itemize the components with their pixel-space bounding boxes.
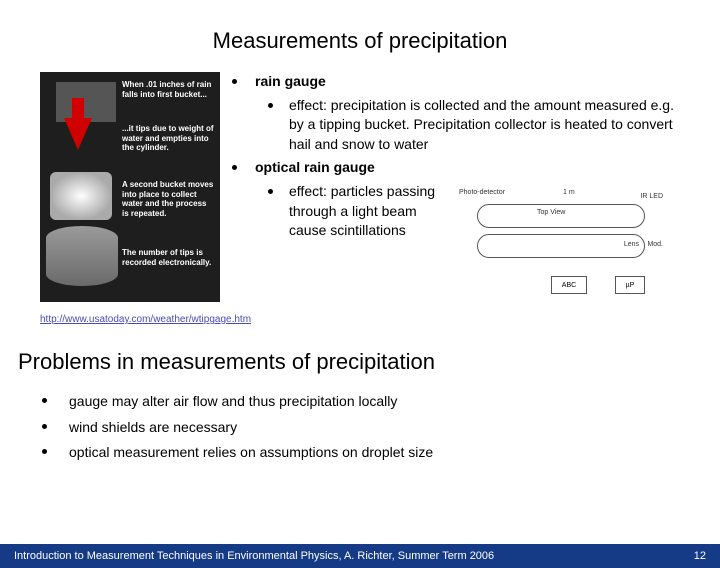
main-bullet-list: rain gauge effect: precipitation is coll… [232,72,690,302]
gauge-caption-2: ...it tips due to weight of water and em… [122,124,214,153]
problem-item-2: wind shields are necessary [42,417,720,439]
source-link[interactable]: http://www.usatoday.com/weather/wtipgage… [40,314,720,325]
bullet-icon [232,79,237,84]
list-item-optical: optical rain gauge [232,158,690,178]
rain-gauge-figure: When .01 inches of rain falls into first… [40,72,220,302]
page-number: 12 [694,550,706,562]
diagram-label-topview: Top View [537,208,565,218]
gauge-caption-1: When .01 inches of rain falls into first… [122,80,214,99]
top-content-row: When .01 inches of rain falls into first… [0,72,720,302]
diagram-label-lens: Lens [624,240,639,250]
diagram-label-irled: IR LED [640,192,663,202]
problem-text-2: wind shields are necessary [69,417,237,439]
problem-text-1: gauge may alter air flow and thus precip… [69,391,397,413]
problem-text-3: optical measurement relies on assumption… [69,442,433,464]
optical-gauge-label: optical rain gauge [255,159,375,175]
list-sub-optical: effect: particles passing through a ligh… [268,182,443,241]
bullet-icon [42,449,47,454]
gauge-bucket-shape [50,172,112,220]
optical-effect-text: effect: particles passing through a ligh… [289,182,443,241]
footer-text: Introduction to Measurement Techniques i… [14,550,494,562]
bullet-icon [268,103,273,108]
list-sub-rain-gauge: effect: precipitation is collected and t… [268,96,690,155]
diagram-box-abc: ABC [551,276,587,294]
list-item-rain-gauge: rain gauge [232,72,690,92]
rain-gauge-label: rain gauge [255,73,326,89]
optical-row: effect: particles passing through a ligh… [232,182,690,302]
diagram-label-1m: 1 m [563,188,575,198]
rain-gauge-effect-text: effect: precipitation is collected and t… [289,96,690,155]
diagram-side-view-shape [477,234,645,258]
problem-item-1: gauge may alter air flow and thus precip… [42,391,720,413]
bullet-icon [232,165,237,170]
problem-item-3: optical measurement relies on assumption… [42,442,720,464]
diagram-label-mod: Mod. [647,240,663,250]
gauge-funnel-shape [56,82,116,122]
bullet-icon [42,424,47,429]
optical-diagram: Photo-detector 1 m Top View IR LED Lens … [455,182,665,302]
diagram-label-photodetector: Photo-detector [459,188,505,198]
bullet-icon [268,189,273,194]
gauge-caption-3: A second bucket moves into place to coll… [122,180,214,218]
page-title: Measurements of precipitation [0,28,720,54]
footer-bar: Introduction to Measurement Techniques i… [0,544,720,568]
gauge-base-shape [46,226,118,286]
diagram-box-up: µP [615,276,645,294]
problems-title: Problems in measurements of precipitatio… [18,349,720,375]
bullet-icon [42,398,47,403]
gauge-arrow-icon [64,118,92,150]
gauge-caption-4: The number of tips is recorded electroni… [122,248,214,267]
problems-list: gauge may alter air flow and thus precip… [42,391,720,464]
